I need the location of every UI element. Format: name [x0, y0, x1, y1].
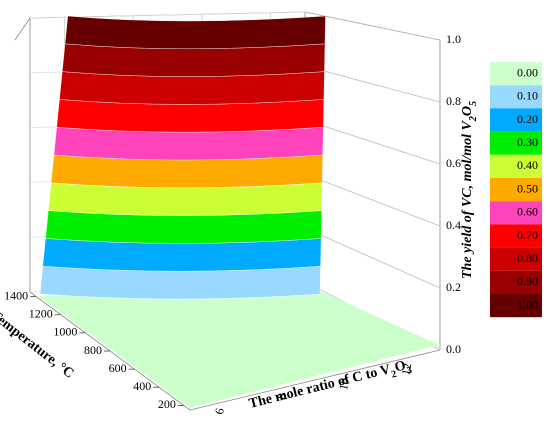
- z-grid-line: [304, 119, 441, 165]
- legend-swatch: [490, 247, 542, 271]
- z-grid-line: [304, 173, 441, 227]
- legend-label: 0.10: [517, 89, 538, 103]
- x-tick-label: 1400: [4, 288, 28, 302]
- legend-swatch: [490, 62, 542, 86]
- legend-swatch: [490, 201, 542, 225]
- z-grid-line: [304, 11, 441, 41]
- legend-swatch: [490, 108, 542, 132]
- legend-swatch: [490, 131, 542, 155]
- legend-label: 0.70: [517, 228, 538, 242]
- z-axis-title: The yield of VC, mol/mol V2O5: [460, 101, 479, 279]
- z-title-part: The yield of VC, mol/mol V: [460, 119, 475, 279]
- z-title-part: 5: [468, 101, 479, 106]
- x-tick-label: 400: [133, 379, 151, 393]
- z-tick-label: 1.0: [446, 32, 461, 46]
- z-tick-label: 0.2: [446, 280, 461, 294]
- legend-label: 0.40: [517, 158, 538, 172]
- z-title-part: O: [460, 106, 475, 116]
- legend-swatch: [490, 224, 542, 248]
- z-grid-line: [304, 65, 441, 103]
- legend-label: 0.90: [517, 274, 538, 288]
- z-grid-line: [304, 227, 441, 289]
- x-tick-label: 1000: [53, 325, 77, 339]
- z-tick-label: 0.6: [446, 156, 461, 170]
- legend-label: 0.00: [517, 65, 538, 79]
- x-tick-label: 200: [158, 397, 176, 411]
- z-tick-label: 0.0: [446, 342, 461, 356]
- legend-label: 0.50: [517, 181, 538, 195]
- y-title-part: 3: [406, 365, 414, 377]
- legend-swatch: [490, 178, 542, 202]
- legend-swatch: [490, 294, 542, 318]
- z-tick-label: 0.8: [446, 94, 461, 108]
- x-tick-label: 1200: [29, 306, 53, 320]
- y-title-part: 2: [390, 369, 398, 381]
- y-title-part: O: [393, 359, 407, 376]
- x-tick-label: 800: [84, 343, 102, 357]
- legend-label: 0.60: [517, 205, 538, 219]
- surface-band: [64, 15, 326, 49]
- y-tick-label: 8: [275, 392, 290, 400]
- legend-swatch: [490, 85, 542, 109]
- z-tick-label: 0.4: [446, 218, 461, 232]
- z-title-part: 2: [468, 116, 479, 122]
- x-tick-label: 600: [109, 361, 127, 375]
- y-tick-label: 10: [336, 377, 352, 391]
- legend-label: 0.30: [517, 135, 538, 149]
- legend-label: 1.00: [517, 297, 538, 311]
- legend-label: 0.80: [517, 251, 538, 265]
- legend-swatch: [490, 270, 542, 294]
- legend-label: 0.20: [517, 112, 538, 126]
- y-tick-label: 12: [399, 362, 415, 376]
- legend-swatch: [490, 154, 542, 178]
- y-tick-label: 6: [212, 407, 227, 415]
